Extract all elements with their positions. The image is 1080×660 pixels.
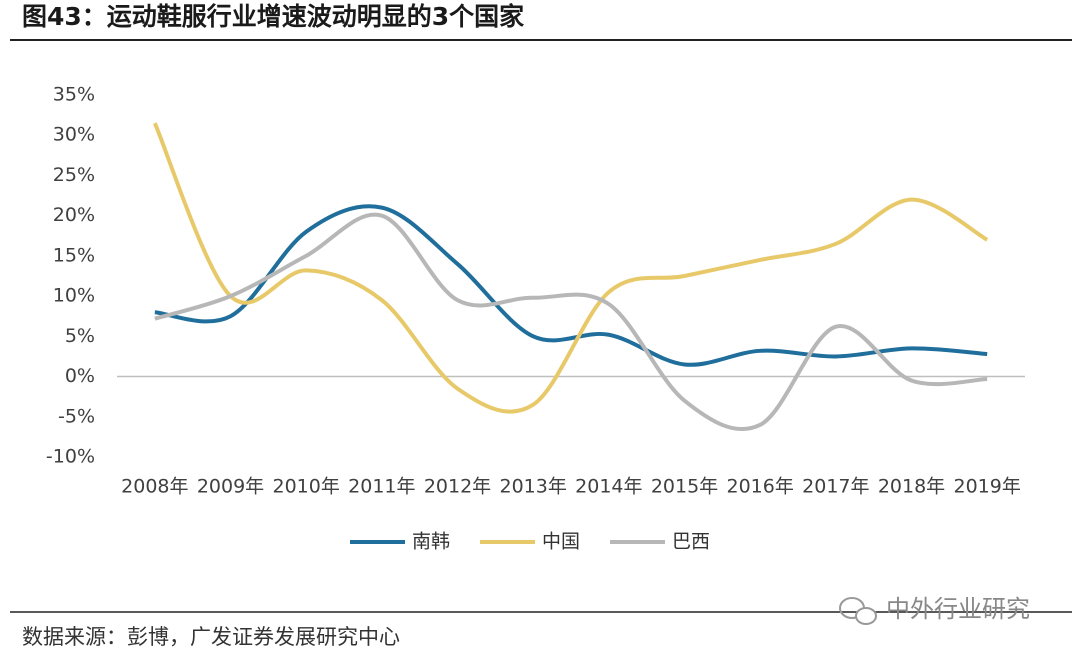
x-tick-label: 2019年 — [953, 476, 1020, 498]
x-tick-label: 2017年 — [802, 476, 869, 498]
y-tick-label: -5% — [58, 405, 95, 427]
line-series — [154, 212, 988, 431]
x-tick-label: 2009年 — [197, 476, 264, 498]
watermark-icon — [839, 597, 877, 625]
watermark: 中外行业研究 — [886, 595, 1030, 623]
y-tick-label: 20% — [53, 204, 95, 226]
y-tick-label: -10% — [46, 446, 95, 468]
y-tick-label: 0% — [65, 365, 95, 387]
x-tick-label: 2016年 — [726, 476, 793, 498]
chart-title: 图43：运动鞋服行业增速波动明显的3个国家 — [22, 2, 524, 31]
legend-label: 中国 — [542, 531, 580, 553]
y-tick-label: 15% — [53, 244, 95, 266]
x-tick-label: 2010年 — [272, 476, 339, 498]
x-tick-label: 2014年 — [575, 476, 642, 498]
y-tick-label: 25% — [53, 164, 95, 186]
x-tick-label: 2011年 — [348, 476, 415, 498]
x-tick-label: 2018年 — [878, 476, 945, 498]
x-tick-label: 2013年 — [499, 476, 566, 498]
y-tick-label: 35% — [53, 84, 95, 106]
y-tick-label: 30% — [53, 124, 95, 146]
x-tick-label: 2012年 — [424, 476, 491, 498]
source-note: 数据来源：彭博，广发证券发展研究中心 — [22, 625, 400, 649]
legend-label: 南韩 — [412, 531, 450, 553]
y-tick-label: 10% — [53, 285, 95, 307]
legend-label: 巴西 — [672, 531, 710, 553]
x-tick-label: 2015年 — [651, 476, 718, 498]
line-series — [153, 122, 989, 414]
line-series — [154, 204, 988, 367]
y-tick-label: 5% — [65, 325, 95, 347]
x-tick-label: 2008年 — [121, 476, 188, 498]
